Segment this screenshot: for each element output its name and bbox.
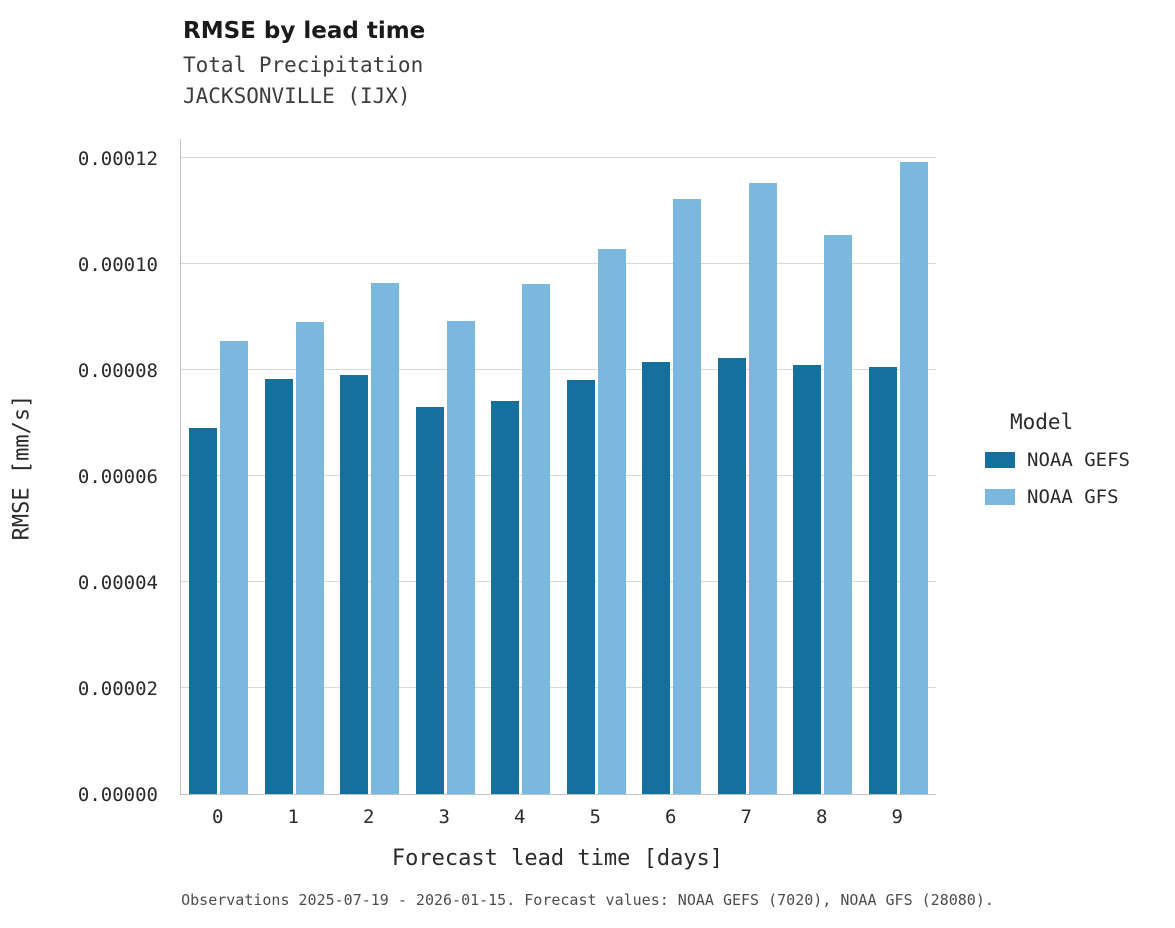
chart-subtitle-station: JACKSONVILLE (IJX)	[183, 84, 411, 108]
legend-entry-gefs: NOAA GEFS	[985, 449, 1130, 471]
x-tick-label: 1	[287, 806, 299, 828]
chart-subtitle-variable: Total Precipitation	[183, 53, 424, 77]
bar-gfs-day-8	[824, 234, 853, 794]
x-tick-label: 4	[514, 806, 526, 828]
bar-gfs-day-0	[220, 340, 249, 794]
x-tick-label: 9	[891, 806, 903, 828]
y-tick-label: 0.00002	[77, 678, 158, 700]
bar-group-day-6	[634, 139, 710, 794]
plot-area	[180, 139, 936, 795]
gridline-y-0.00008	[181, 369, 936, 370]
gridline-y-0.00006	[181, 475, 936, 476]
gridline-y-0.00012	[181, 157, 936, 158]
legend-swatch-gfs-icon	[985, 489, 1015, 505]
x-tick-label: 2	[363, 806, 375, 828]
legend: Model NOAA GEFS NOAA GFS	[985, 410, 1130, 508]
bar-group-day-4	[483, 139, 559, 794]
bar-gefs-day-3	[415, 407, 444, 794]
bar-gefs-day-7	[717, 357, 746, 794]
bar-gefs-day-5	[566, 380, 595, 794]
bar-group-day-0	[181, 139, 257, 794]
bar-gefs-day-4	[491, 400, 520, 794]
x-tick-labels: 0 1 2 3 4 5 6 7 8 9	[180, 806, 935, 836]
bar-group-day-2	[332, 139, 408, 794]
x-tick-label: 6	[665, 806, 677, 828]
bar-group-day-8	[785, 139, 861, 794]
gridline-y-0.00004	[181, 581, 936, 582]
bar-group-day-7	[710, 139, 786, 794]
bar-gfs-day-3	[446, 321, 475, 794]
bar-gfs-day-6	[673, 198, 702, 794]
bar-gfs-day-1	[295, 321, 324, 794]
bar-gefs-day-8	[793, 365, 822, 794]
bar-group-day-9	[861, 139, 937, 794]
chart-title: RMSE by lead time	[183, 18, 426, 44]
bar-group-day-5	[559, 139, 635, 794]
bar-gefs-day-0	[189, 428, 218, 794]
y-tick-label: 0.00008	[77, 360, 158, 382]
bar-gefs-day-6	[642, 362, 671, 794]
y-tick-label: 0.00004	[77, 572, 158, 594]
legend-entry-gfs: NOAA GFS	[985, 486, 1130, 508]
y-tick-label: 0.00006	[77, 466, 158, 488]
legend-label-gefs: NOAA GEFS	[1027, 449, 1130, 471]
bar-group-day-3	[408, 139, 484, 794]
legend-label-gfs: NOAA GFS	[1027, 486, 1119, 508]
y-tick-label: 0.00000	[77, 784, 158, 806]
bar-gfs-day-7	[748, 182, 777, 794]
x-tick-label: 3	[438, 806, 450, 828]
bar-gefs-day-1	[264, 379, 293, 794]
y-tick-label: 0.00012	[77, 148, 158, 170]
legend-title: Model	[1010, 410, 1074, 434]
bar-gefs-day-9	[868, 366, 897, 794]
bar-gfs-day-5	[597, 249, 626, 794]
bar-gefs-day-2	[340, 374, 369, 794]
bar-gfs-day-2	[371, 283, 400, 794]
x-tick-label: 8	[816, 806, 828, 828]
y-tick-label: 0.00010	[77, 254, 158, 276]
gridline-y-0.00002	[181, 687, 936, 688]
x-tick-label: 7	[740, 806, 752, 828]
x-tick-label: 5	[589, 806, 601, 828]
gridline-y-0.00010	[181, 263, 936, 264]
chart-caption: Observations 2025-07-19 - 2026-01-15. Fo…	[181, 891, 994, 909]
bar-gfs-day-4	[522, 284, 551, 794]
bar-gfs-day-9	[899, 162, 928, 794]
x-axis-label: Forecast lead time [days]	[391, 846, 724, 871]
bar-group-day-1	[257, 139, 333, 794]
x-tick-label: 0	[212, 806, 224, 828]
y-tick-labels: 0.00000 0.00002 0.00004 0.00006 0.00008 0.000…	[0, 139, 170, 806]
legend-swatch-gefs-icon	[985, 452, 1015, 468]
